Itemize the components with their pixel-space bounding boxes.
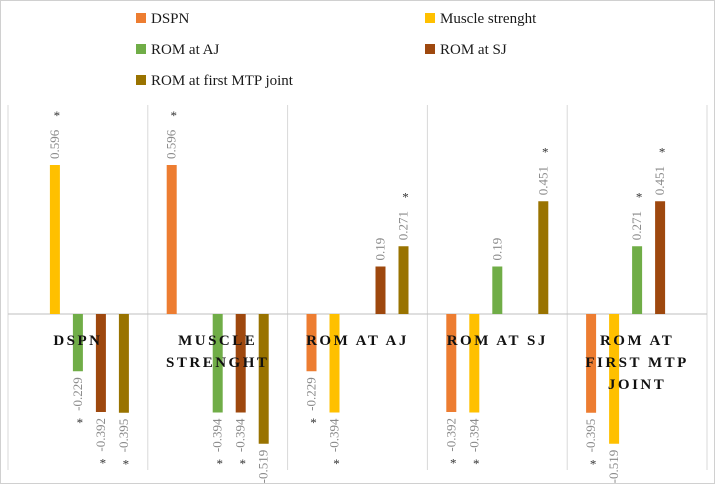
bar-rom-at-aj-4 [632, 246, 643, 314]
significance-marker: * [310, 415, 317, 430]
category-label-line: ROM AT SJ [447, 333, 548, 349]
significance-marker: * [590, 456, 597, 471]
data-label: -0.229 [70, 377, 85, 411]
data-label: -0.394 [466, 418, 481, 452]
category-label-rom-at-aj: ROM AT AJ [306, 333, 409, 349]
bar-rom-at-first-mtp-joint-1 [258, 314, 269, 444]
significance-marker: * [216, 456, 223, 471]
significance-marker: * [77, 415, 84, 430]
legend-swatch [425, 44, 435, 54]
bar-dspn-1 [166, 165, 177, 314]
bar-muscle-strenght-2 [329, 314, 340, 413]
legend-item-rom-at-sj: ROM at SJ [425, 42, 507, 58]
category-label-line: DSPN [53, 333, 102, 349]
bar-rom-at-aj-0 [72, 314, 83, 372]
bar-dspn-4 [586, 314, 597, 413]
data-label: -0.519 [606, 450, 621, 484]
data-label: -0.395 [116, 419, 131, 453]
bar-rom-at-sj-0 [95, 314, 106, 412]
bar-rom-at-sj-4 [655, 201, 666, 314]
bar-rom-at-first-mtp-joint-2 [398, 246, 409, 314]
legend-label: ROM at AJ [151, 42, 220, 58]
significance-marker: * [636, 189, 643, 204]
legend-label: Muscle strenght [440, 11, 537, 27]
significance-marker: * [123, 456, 130, 471]
bar-dspn-3 [446, 314, 457, 412]
bar-rom-at-first-mtp-joint-3 [538, 201, 549, 314]
bar-muscle-strenght-0 [49, 165, 60, 314]
data-label: 0.451 [652, 166, 667, 195]
data-label: -0.392 [93, 418, 108, 452]
data-label: -0.229 [304, 377, 319, 411]
significance-marker: * [473, 456, 480, 471]
data-label: -0.394 [210, 418, 225, 452]
legend-item-rom-at-aj: ROM at AJ [136, 42, 220, 58]
legend-label: DSPN [151, 11, 190, 27]
significance-marker: * [54, 108, 61, 123]
data-label: 0.271 [396, 211, 411, 240]
legend-label: ROM at first MTP joint [151, 73, 294, 89]
bar-rom-at-aj-3 [492, 266, 503, 314]
significance-marker: * [542, 144, 549, 159]
legend-item-muscle-strenght: Muscle strenght [425, 11, 537, 27]
category-label-line: ROM AT [600, 333, 674, 349]
significance-marker: * [333, 456, 340, 471]
legend-swatch [136, 75, 146, 85]
significance-marker: * [170, 108, 177, 123]
legend-item-dspn: DSPN [136, 11, 190, 27]
legend-swatch [136, 44, 146, 54]
category-label-rom-at-sj: ROM AT SJ [447, 333, 548, 349]
data-label: -0.519 [256, 450, 271, 484]
bars [49, 165, 666, 444]
legend-swatch [136, 13, 146, 23]
data-label: 0.596 [47, 129, 62, 159]
data-label: -0.394 [233, 418, 248, 452]
category-label-line: JOINT [608, 377, 666, 393]
bar-muscle-strenght-4 [609, 314, 620, 444]
value-labels: 0.596 * -0.229 * -0.392 * -0.395 * 0.596 * -0.394 *… [47, 108, 688, 484]
data-label: 0.596 [164, 129, 179, 159]
category-label-line: MUSCLE [178, 333, 257, 349]
data-label: 0.19 [373, 238, 388, 261]
data-label: -0.394 [327, 418, 342, 452]
category-label-rom-at-first-mtp-joint: ROM AT FIRST MTP JOINT [585, 333, 688, 393]
legend-item-rom-at-first-mtp-joint: ROM at first MTP joint [136, 73, 294, 89]
category-label-dspn: DSPN [53, 333, 102, 349]
significance-marker: * [450, 456, 457, 471]
bar-muscle-strenght-3 [469, 314, 480, 413]
significance-marker: * [239, 456, 246, 471]
significance-marker: * [100, 456, 107, 471]
legend-swatch [425, 13, 435, 23]
bar-rom-at-aj-1 [212, 314, 223, 413]
bar-dspn-2 [306, 314, 317, 372]
bar-rom-at-first-mtp-joint-0 [118, 314, 129, 413]
data-label: 0.451 [535, 166, 550, 195]
data-label: 0.19 [489, 238, 504, 261]
category-label-muscle-strenght: MUSCLE STRENGHT [166, 333, 269, 371]
data-label: -0.392 [443, 418, 458, 452]
category-label-line: STRENGHT [166, 355, 269, 371]
bar-rom-at-sj-2 [375, 266, 386, 314]
category-label-line: ROM AT AJ [306, 333, 409, 349]
legend: DSPN Muscle strenght ROM at AJ ROM at SJ ROM… [136, 11, 537, 89]
category-label-line: FIRST MTP [585, 355, 688, 371]
data-label: 0.271 [629, 211, 644, 240]
legend-label: ROM at SJ [440, 42, 507, 58]
bar-rom-at-sj-1 [235, 314, 246, 413]
significance-marker: * [402, 189, 409, 204]
significance-marker: * [659, 144, 666, 159]
data-label: -0.395 [583, 419, 598, 453]
